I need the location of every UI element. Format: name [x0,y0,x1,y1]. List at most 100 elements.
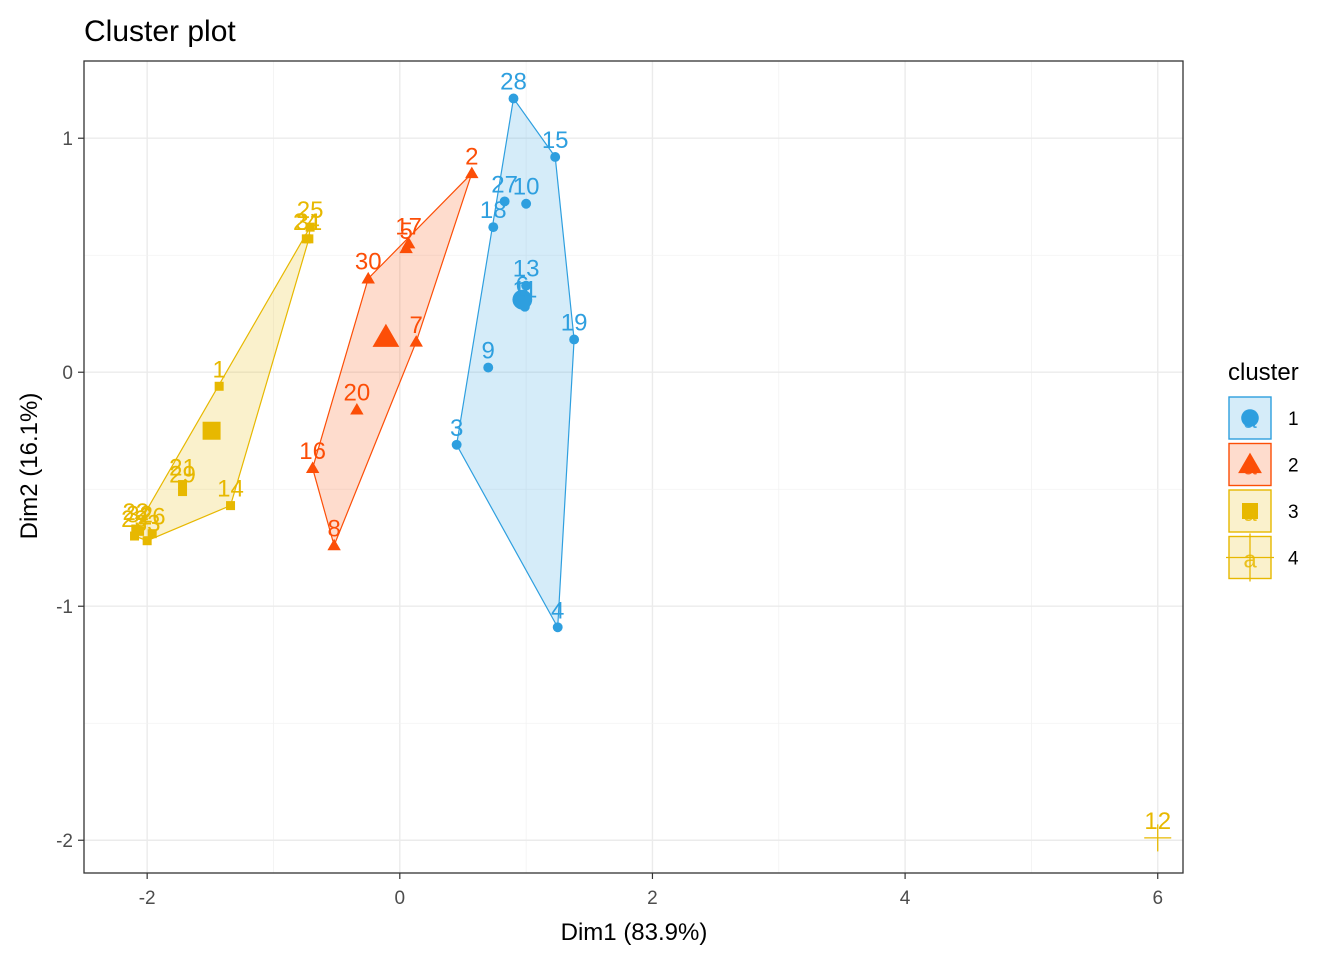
legend-key-2: a [1228,442,1272,487]
y-tick-label: 1 [62,129,73,150]
point-label: 26 [139,504,166,531]
point-label: 30 [355,249,382,276]
legend-key-glyph: a [1243,454,1257,481]
point-labels: 2815271018136111993421753072016825312412… [121,68,1171,834]
legend-label: 2 [1288,456,1299,477]
point-label: 25 [297,197,324,224]
axes: -2 0 2 4 6-2-101 [56,129,1163,909]
cluster-points [130,93,1172,852]
point-label: 28 [500,68,527,95]
cluster-3-point [135,526,145,536]
point-label: 2 [465,143,478,170]
point-label: 9 [482,338,495,365]
point-label: 10 [513,174,540,201]
cluster-3-point [142,536,152,546]
cluster-3-point [214,381,224,391]
chart-title: Cluster plot [84,15,236,48]
point-label: 24 [293,209,320,236]
point-label: 23 [121,506,148,533]
legend: cluster a 1 a 2 a 3 a 4 [1226,359,1299,582]
legend-title: cluster [1228,359,1299,386]
cluster-1-point [521,198,532,209]
cluster-1-point [521,280,532,291]
point-label: 33 [134,511,161,538]
cluster-2-point [399,241,413,254]
legend-key-marker [1241,409,1259,427]
point-label: 12 [1144,808,1171,835]
cluster-1-point [552,622,563,633]
legend-key-glyph: a [1243,500,1257,527]
legend-key-marker [1238,452,1262,474]
point-label: 14 [217,476,244,503]
point-label: 13 [513,256,540,283]
point-label: 17 [395,214,422,241]
legend-key-4: a [1226,533,1274,582]
point-label: 6 [516,272,529,299]
point-label: 27 [491,171,518,198]
cluster-2-point [361,271,375,284]
cluster-3-point [130,531,140,541]
cluster-3-point [147,529,157,539]
cluster-1-point [550,151,561,162]
plot-panel: 2815271018136111993421753072016825312412… [56,60,1184,909]
x-tick-label: 2 [647,888,658,909]
point-label: 11 [512,277,537,304]
point-label: 5 [399,218,412,245]
cluster-2-point [465,166,479,179]
x-axis-title: Dim1 (83.9%) [561,919,708,946]
legend-key-glyph: a [1243,547,1257,574]
cluster-1-point [569,334,580,345]
y-tick-label: -2 [56,831,73,852]
x-tick-label: -2 [139,888,156,909]
point-label: 29 [169,462,196,489]
cluster-3-point [305,222,315,232]
cluster-3-centroid [202,421,221,440]
point-label: 31 [296,209,323,236]
y-tick-label: -1 [56,597,73,618]
point-label: 32 [126,501,153,528]
point-label: 21 [169,455,196,482]
legend-label: 3 [1288,502,1299,523]
x-tick-label: 4 [900,888,911,909]
cluster-1-point [488,222,499,233]
y-tick-label: 0 [62,363,73,384]
point-label: 15 [542,127,569,154]
cluster-2-point [305,461,320,474]
cluster-1-hull [455,96,575,630]
legend-key-1: a [1228,396,1272,440]
cluster-1-point [508,93,519,104]
panel-border [83,60,1184,874]
cluster-3-point [301,234,311,244]
point-label: 7 [410,312,423,339]
cluster-3-point [178,487,188,497]
cluster-3-point [178,480,188,490]
point-label: 8 [327,515,340,542]
point-label: 22 [122,499,149,526]
cluster-1-point [499,196,510,207]
legend-key-3: a [1228,489,1272,533]
point-label: 20 [344,380,371,407]
point-label: 19 [561,309,588,336]
legend-label: 4 [1288,549,1299,570]
cluster-2-point [327,538,341,551]
cluster-1-centroid [512,289,533,310]
legend-key-glyph: a [1243,407,1257,434]
point-label: 3 [450,415,463,442]
cluster-2-point [409,335,423,347]
point-label: 1 [212,356,225,383]
legend-label: 1 [1288,409,1299,430]
cluster-1-point [451,439,462,450]
legend-key-marker [1226,533,1274,582]
cluster-4-point [1144,824,1172,852]
y-axis-title: Dim2 (16.1%) [16,393,43,540]
cluster-3-point [226,501,236,511]
point-label: 18 [480,197,507,224]
legend-key-marker [1242,503,1258,519]
x-tick-label: 0 [395,888,406,909]
x-tick-label: 6 [1152,888,1163,909]
cluster-2-hull [311,172,473,548]
cluster-2-centroid [372,323,400,347]
point-label: 16 [299,438,326,465]
cluster-1-point [483,362,494,373]
